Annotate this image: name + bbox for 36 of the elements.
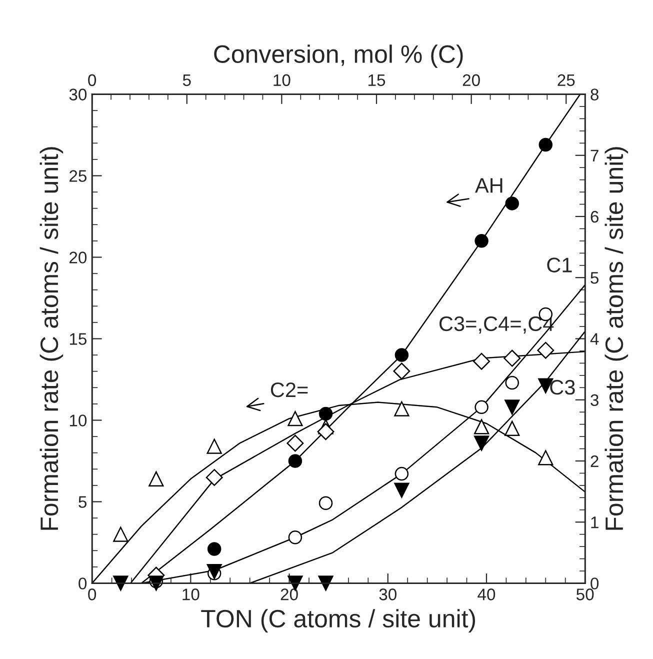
x-tick-label: 30 xyxy=(379,588,396,600)
y2-tick-label: 1 xyxy=(591,516,598,528)
x2-tick-label: 20 xyxy=(462,74,480,86)
y2-tick-label: 2 xyxy=(590,455,598,468)
y2-tick-label: 3 xyxy=(590,394,598,406)
x2-tick-label: 25 xyxy=(558,74,575,86)
y-axis-title: Formation rate (C atoms / site unit) xyxy=(40,147,64,530)
annotation: C3 xyxy=(550,380,575,395)
y-tick-label: 25 xyxy=(70,170,87,182)
y2-axis-title: Formation rate (C atoms / site unit) xyxy=(604,147,628,530)
annotation: C1 xyxy=(547,258,572,272)
y-tick-label: 15 xyxy=(70,333,87,345)
y-tick-label: 10 xyxy=(70,414,87,426)
y2-tick-label: 0 xyxy=(590,578,599,590)
x-axis-title: TON (C atoms / site unit) xyxy=(201,609,476,632)
x-tick-label: 10 xyxy=(182,588,200,600)
y2-tick-label: 4 xyxy=(590,333,599,345)
y2-tick-label: 6 xyxy=(590,210,598,223)
y-tick-label: 5 xyxy=(78,496,87,508)
annotation: C2= xyxy=(270,382,308,398)
x2-tick-label: 10 xyxy=(274,74,290,86)
x-tick-label: 40 xyxy=(478,588,496,600)
y2-tick-label: 5 xyxy=(590,272,599,284)
y2-tick-label: 7 xyxy=(590,150,598,162)
x-tick-label: 50 xyxy=(576,588,594,600)
x2-tick-label: 5 xyxy=(182,74,191,86)
x2-tick-label: 0 xyxy=(88,74,96,86)
y2-tick-label: 8 xyxy=(590,88,598,100)
y-tick-label: 30 xyxy=(69,88,87,100)
y-tick-label: 20 xyxy=(70,252,87,264)
annotation: AH xyxy=(475,178,502,193)
x-tick-label: 20 xyxy=(280,588,298,600)
x2-tick-label: 15 xyxy=(368,74,386,86)
x-tick-label: 0 xyxy=(88,588,96,600)
y-tick-label: 0 xyxy=(78,578,87,590)
x2-axis-title: Conversion, mol % (C) xyxy=(214,44,463,68)
